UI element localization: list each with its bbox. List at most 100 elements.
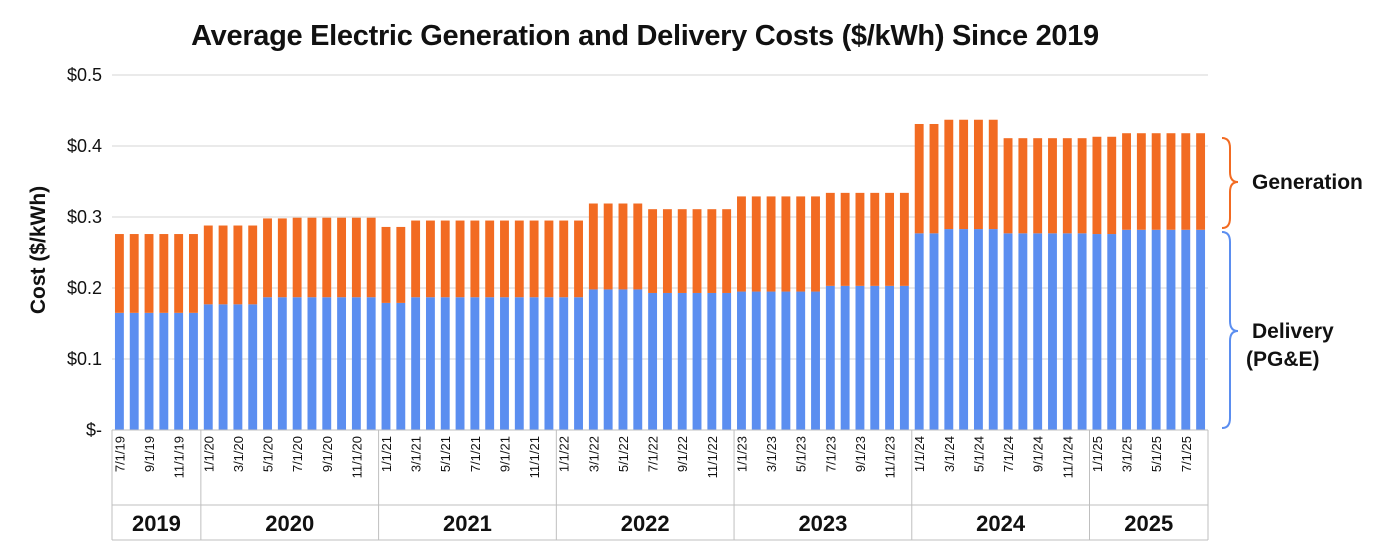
bar-generation (425, 220, 435, 298)
bar-delivery (218, 304, 228, 430)
bar-generation (796, 196, 806, 292)
bar-delivery (973, 229, 983, 430)
y-tick-label: $0.4 (67, 136, 102, 156)
bar-generation (885, 192, 895, 286)
x-tick-label: 3/1/20 (231, 436, 246, 472)
bar-generation (1151, 133, 1161, 230)
bar-delivery (248, 304, 258, 430)
bar-delivery (692, 292, 702, 430)
bar-generation (277, 218, 287, 298)
bar-generation (662, 209, 672, 293)
x-tick-label: 1/1/20 (201, 436, 216, 472)
bar-delivery (114, 312, 124, 430)
bar-delivery (1003, 233, 1013, 430)
x-tick-label: 11/1/24 (1060, 436, 1075, 478)
bar-delivery (1166, 229, 1176, 430)
bar-delivery (544, 297, 554, 430)
bar-generation (1033, 138, 1043, 234)
y-tick-label: $0.5 (67, 65, 102, 85)
bar-generation (1048, 138, 1057, 234)
bar-delivery (485, 297, 495, 430)
bar-delivery (470, 297, 480, 430)
bar-generation (707, 209, 717, 293)
bar-delivery (1077, 233, 1087, 430)
bar-delivery (425, 297, 435, 430)
y-tick-label: $0.3 (67, 207, 102, 227)
bar-delivery (633, 289, 643, 430)
bar-delivery (292, 297, 302, 430)
bar-delivery (766, 291, 776, 430)
bar-generation (396, 226, 406, 303)
x-tick-label: 11/1/20 (349, 436, 364, 478)
bar-delivery (159, 312, 169, 430)
bar-delivery (899, 285, 909, 430)
x-tick-label: 5/1/24 (971, 436, 986, 472)
bar-generation (1062, 138, 1072, 234)
x-tick-label: 11/1/21 (527, 436, 542, 478)
bar-generation (1166, 133, 1176, 230)
x-tick-label: 1/1/22 (557, 436, 572, 472)
bar-delivery (1048, 233, 1057, 430)
bar-delivery (722, 292, 732, 430)
bar-delivery (129, 312, 139, 430)
bar-generation (411, 220, 421, 298)
chart-title: Average Electric Generation and Delivery… (191, 20, 1099, 52)
delivery-brace (1221, 231, 1239, 429)
bar-delivery (322, 297, 332, 430)
legend-delivery: Delivery (1252, 320, 1334, 343)
bar-delivery (144, 312, 154, 430)
bar-generation (811, 196, 820, 292)
bar-delivery (677, 292, 687, 430)
bar-generation (544, 220, 554, 298)
bar-generation (588, 203, 598, 290)
bar-delivery (381, 302, 391, 430)
bar-generation (470, 220, 480, 298)
bar-generation (1196, 133, 1206, 230)
bar-generation (633, 203, 643, 290)
bar-delivery (500, 297, 509, 430)
bar-delivery (1062, 233, 1072, 430)
x-tick-label: 5/1/23 (794, 436, 809, 472)
x-tick-label: 3/1/22 (586, 436, 601, 472)
bar-generation (944, 119, 954, 230)
y-tick-label: $- (86, 420, 102, 440)
year-label: 2023 (798, 511, 847, 536)
x-tick-label: 7/1/19 (112, 436, 127, 472)
bar-delivery (959, 229, 969, 430)
bar-delivery (1018, 233, 1028, 430)
bar-generation (603, 203, 613, 290)
bar-generation (1003, 138, 1013, 234)
x-tick-label: 7/1/21 (468, 436, 483, 472)
legend: Generation Delivery (PG&E) (1221, 137, 1363, 429)
bar-generation (825, 192, 835, 286)
bar-generation (114, 234, 124, 313)
bar-generation (322, 217, 332, 298)
bar-generation (159, 234, 169, 313)
x-tick-label: 1/1/23 (734, 436, 749, 472)
x-tick-label: 7/1/20 (290, 436, 305, 472)
bar-generation (781, 196, 791, 292)
bar-generation (248, 225, 258, 305)
x-tick-label: 1/1/25 (1090, 436, 1105, 472)
bar-generation (129, 234, 139, 313)
bar-generation (1181, 133, 1191, 230)
y-tick-label: $0.2 (67, 278, 102, 298)
bar-generation (855, 192, 865, 286)
bar-generation (751, 196, 761, 292)
bar-delivery (1151, 229, 1161, 430)
bar-delivery (648, 292, 658, 430)
x-tick-label: 1/1/24 (912, 436, 927, 472)
x-tick-label: 11/1/23 (883, 436, 898, 478)
year-label: 2019 (132, 511, 181, 536)
bar-generation (351, 217, 361, 298)
bar-delivery (411, 297, 421, 430)
bar-delivery (781, 291, 791, 430)
bar-delivery (233, 304, 243, 430)
bar-generation (1077, 138, 1087, 234)
bar-generation (440, 220, 450, 298)
bar-delivery (1092, 234, 1102, 430)
year-label: 2022 (621, 511, 670, 536)
generation-brace (1221, 137, 1239, 229)
bar-delivery (588, 289, 598, 430)
